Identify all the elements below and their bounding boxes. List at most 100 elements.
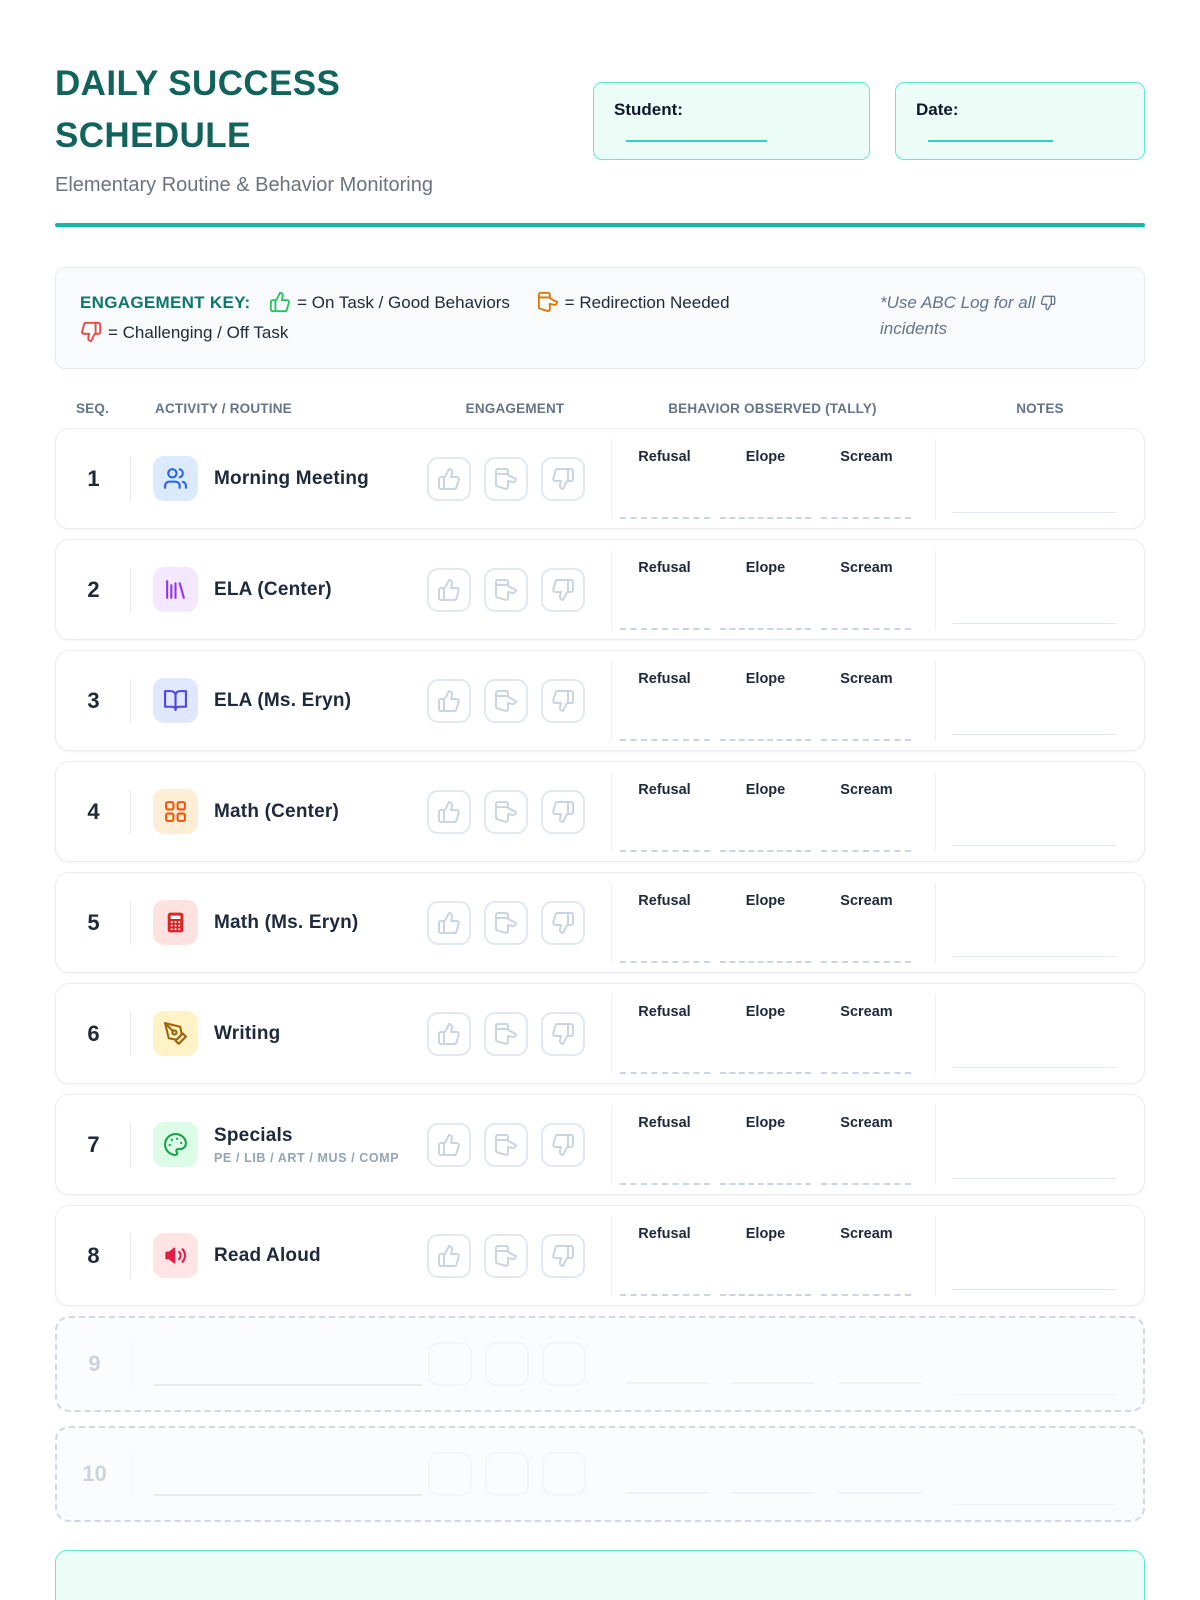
tally-line-scream[interactable] (820, 516, 911, 519)
activity-name: Read Aloud (214, 1244, 321, 1266)
tally-line-refusal[interactable] (620, 627, 711, 630)
thumbs-down-button[interactable] (541, 456, 585, 501)
behavior-col-scream: Scream (840, 1003, 893, 1020)
activity-input-line[interactable] (154, 1494, 422, 1496)
users-icon (153, 456, 198, 501)
thumbs-up-button[interactable] (427, 1011, 471, 1056)
activity-name: Math (Ms. Eryn) (214, 911, 359, 933)
thumbs-up-button[interactable] (427, 789, 471, 834)
redirection-button[interactable] (484, 456, 528, 501)
redirection-button[interactable] (484, 789, 528, 834)
tally-line-refusal[interactable] (620, 960, 711, 963)
notes-input-line[interactable] (952, 1067, 1116, 1068)
behavior-col-elope: Elope (745, 559, 786, 576)
tally-line-elope[interactable] (720, 627, 811, 630)
thumbs-up-button[interactable] (427, 900, 471, 945)
behavior-col-refusal: Refusal (638, 1225, 691, 1242)
tally-line-elope[interactable] (720, 516, 811, 519)
thumbs-up-button[interactable] (428, 1452, 472, 1496)
redirection-button[interactable] (485, 1452, 529, 1496)
tally-line-elope[interactable] (732, 1492, 815, 1494)
tally-line-refusal[interactable] (626, 1382, 709, 1384)
tally-line-scream[interactable] (838, 1492, 921, 1494)
thumbs-down-button[interactable] (541, 1122, 585, 1167)
notes-input-line[interactable] (952, 734, 1116, 735)
tally-line-scream[interactable] (838, 1382, 921, 1384)
thumbs-up-button[interactable] (427, 678, 471, 723)
book-open-icon (153, 678, 198, 723)
redirection-button[interactable] (484, 1011, 528, 1056)
thumbs-up-button[interactable] (427, 1233, 471, 1278)
tally-line-scream[interactable] (820, 1182, 911, 1185)
notes-input-line[interactable] (953, 1394, 1115, 1395)
student-input-line[interactable] (626, 140, 767, 142)
thumbs-down-button[interactable] (541, 900, 585, 945)
thumbs-down-button[interactable] (541, 1011, 585, 1056)
notes-input-line[interactable] (952, 623, 1116, 624)
thumbs-up-button[interactable] (427, 567, 471, 612)
behavior-col-elope: Elope (745, 1114, 786, 1131)
seq-number: 5 (56, 873, 131, 972)
notes-input-line[interactable] (952, 1289, 1116, 1290)
notes-input-line[interactable] (952, 845, 1116, 846)
tally-line-elope[interactable] (732, 1382, 815, 1384)
thumbs-down-button[interactable] (541, 789, 585, 834)
tally-line-refusal[interactable] (620, 1182, 711, 1185)
notes-input-line[interactable] (953, 1504, 1115, 1505)
tally-line-scream[interactable] (820, 849, 911, 852)
tally-line-refusal[interactable] (620, 738, 711, 741)
thumbs-down-button[interactable] (541, 678, 585, 723)
tally-line-elope[interactable] (720, 738, 811, 741)
table-row: 5 Math (Ms. Eryn) Refusal Elope Scream (55, 872, 1145, 973)
tally-line-scream[interactable] (820, 960, 911, 963)
notes-input-line[interactable] (952, 512, 1116, 513)
redirection-button[interactable] (484, 900, 528, 945)
behavior-col-refusal: Refusal (638, 1003, 691, 1020)
thumbs-up-button[interactable] (428, 1342, 472, 1386)
tally-line-refusal[interactable] (626, 1492, 709, 1494)
behavior-col-elope: Elope (745, 1003, 786, 1020)
date-input-line[interactable] (928, 140, 1053, 142)
tally-line-scream[interactable] (820, 627, 911, 630)
table-row: 6 Writing Refusal Elope Scream (55, 983, 1145, 1084)
redirection-button[interactable] (484, 1233, 528, 1278)
table-header: SEQ. ACTIVITY / ROUTINE ENGAGEMENT BEHAV… (55, 401, 1145, 416)
thumbs-down-button[interactable] (541, 567, 585, 612)
notes-input-line[interactable] (952, 956, 1116, 957)
summary-section (55, 1550, 1145, 1600)
tally-line-elope[interactable] (720, 1071, 811, 1074)
tally-line-elope[interactable] (720, 1182, 811, 1185)
redirection-button[interactable] (484, 567, 528, 612)
thumbs-down-button[interactable] (542, 1452, 586, 1496)
thumbs-down-button[interactable] (542, 1342, 586, 1386)
behavior-col-scream: Scream (840, 1114, 893, 1131)
behavior-col-elope: Elope (745, 892, 786, 909)
tally-line-refusal[interactable] (620, 516, 711, 519)
seq-number: 6 (56, 984, 131, 1083)
activity-name: Math (Center) (214, 800, 340, 822)
tally-line-refusal[interactable] (620, 1293, 711, 1296)
seq-number: 10 (57, 1428, 132, 1520)
behavior-col-scream: Scream (840, 559, 893, 576)
notes-input-line[interactable] (952, 1178, 1116, 1179)
thumb-sideways-icon (537, 291, 559, 313)
date-label: Date: (916, 100, 959, 119)
tally-line-scream[interactable] (820, 1071, 911, 1074)
thumbs-down-button[interactable] (541, 1233, 585, 1278)
redirection-button[interactable] (484, 1122, 528, 1167)
tally-line-elope[interactable] (720, 960, 811, 963)
calculator-icon (153, 900, 198, 945)
header-notes: NOTES (1016, 401, 1064, 416)
tally-line-refusal[interactable] (620, 849, 711, 852)
tally-line-elope[interactable] (720, 849, 811, 852)
thumbs-up-button[interactable] (427, 456, 471, 501)
thumbs-up-button[interactable] (427, 1122, 471, 1167)
tally-line-scream[interactable] (820, 738, 911, 741)
redirection-button[interactable] (485, 1342, 529, 1386)
activity-input-line[interactable] (154, 1384, 422, 1386)
tally-line-scream[interactable] (820, 1293, 911, 1296)
tally-line-elope[interactable] (720, 1293, 811, 1296)
behavior-col-scream: Scream (840, 892, 893, 909)
redirection-button[interactable] (484, 678, 528, 723)
tally-line-refusal[interactable] (620, 1071, 711, 1074)
